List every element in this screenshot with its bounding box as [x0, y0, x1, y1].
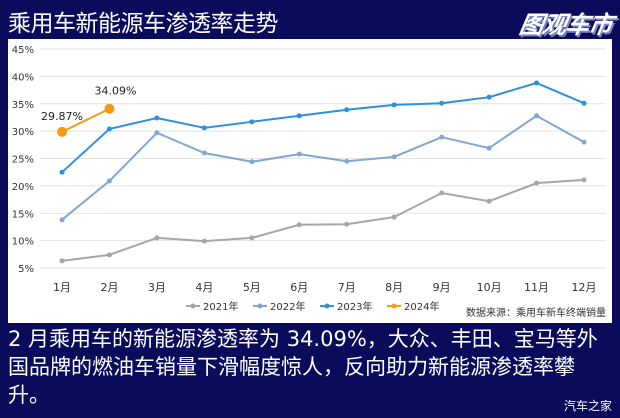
data-point	[344, 158, 350, 164]
y-tick-label: 20%	[12, 182, 34, 193]
data-point	[581, 177, 587, 183]
data-point	[534, 113, 540, 119]
data-point	[249, 119, 255, 125]
x-tick-label: 10月	[477, 281, 502, 294]
legend-label: 2021年	[203, 300, 238, 313]
x-tick-label: 5月	[243, 281, 261, 294]
data-point	[486, 94, 492, 100]
legend-marker	[190, 303, 196, 309]
y-tick-label: 30%	[12, 127, 34, 138]
y-tick-label: 40%	[12, 72, 34, 83]
legend-label: 2024年	[404, 300, 439, 313]
data-point	[249, 159, 255, 165]
data-point	[201, 125, 207, 131]
x-tick-label: 9月	[433, 281, 451, 294]
legend-label: 2023年	[337, 300, 372, 313]
caption-text: 2 月乘用车的新能源渗透率为 34.09%，大众、丰田、宝马等外国品牌的燃油车销…	[8, 327, 598, 407]
legend-marker	[257, 303, 263, 309]
x-tick-label: 12月	[572, 281, 597, 294]
y-tick-label: 25%	[12, 155, 34, 166]
chart-panel: 5% 10% 15% 20% 25% 30% 35% 40% 45% 1月 2月 3月 4月 5月 6月 7月…	[8, 39, 612, 323]
x-tick-label: 8月	[385, 281, 403, 294]
legend-marker	[324, 303, 330, 309]
data-point	[534, 180, 540, 186]
series-line-2021年	[61, 178, 585, 262]
x-tick-label: 1月	[53, 281, 71, 294]
data-point	[534, 80, 540, 86]
y-tick-label: 45%	[12, 45, 34, 56]
data-point	[439, 100, 445, 106]
data-point	[154, 130, 160, 136]
data-point	[106, 178, 112, 184]
y-tick-label: 35%	[12, 100, 34, 111]
watermark: 汽车之家	[563, 399, 612, 413]
data-label: 34.09%	[94, 85, 136, 98]
data-point	[486, 198, 492, 204]
data-point	[57, 126, 67, 137]
brand-logo: 图观车市	[517, 11, 615, 39]
data-point	[59, 258, 65, 264]
series-line-2023年	[61, 81, 585, 173]
data-point	[391, 154, 397, 160]
data-source: 数据来源：乘用车新车终端销量	[466, 308, 606, 319]
data-point	[59, 169, 65, 175]
x-tick-label: 6月	[290, 281, 308, 294]
data-point	[486, 145, 492, 151]
series-line-2022年	[61, 114, 585, 221]
data-point	[201, 150, 207, 156]
y-tick-label: 10%	[12, 237, 34, 248]
data-point	[296, 222, 302, 228]
x-tick-label: 4月	[195, 281, 213, 294]
legend-label: 2022年	[270, 300, 305, 313]
data-point	[344, 221, 350, 227]
x-tick-label: 11月	[524, 281, 549, 294]
series-line-2024年	[61, 107, 110, 133]
data-point	[249, 235, 255, 241]
data-point	[106, 252, 112, 258]
x-tick-label: 7月	[338, 281, 356, 294]
page-title: 乘用车新能源车渗透率走势	[8, 11, 279, 37]
data-point	[344, 107, 350, 113]
y-tick-label: 15%	[12, 209, 34, 220]
data-label: 29.87%	[41, 110, 83, 123]
line-chart: 5% 10% 15% 20% 25% 30% 35% 40% 45% 1月 2月 3月 4月 5月 6月 7月…	[12, 45, 606, 313]
data-point	[106, 126, 112, 132]
data-point	[201, 238, 207, 244]
data-point	[391, 214, 397, 220]
legend-marker	[391, 303, 397, 309]
data-point	[296, 151, 302, 157]
data-point	[154, 235, 160, 241]
data-point	[154, 115, 160, 121]
data-point	[59, 217, 65, 223]
data-point	[296, 113, 302, 119]
y-tick-label: 5%	[18, 264, 34, 275]
x-tick-label: 3月	[148, 281, 166, 294]
data-point	[391, 102, 397, 108]
data-point	[104, 103, 115, 114]
data-point	[439, 190, 445, 196]
data-point	[439, 134, 445, 140]
data-point	[581, 100, 587, 106]
data-point	[581, 139, 587, 145]
x-tick-label: 2月	[100, 281, 118, 294]
